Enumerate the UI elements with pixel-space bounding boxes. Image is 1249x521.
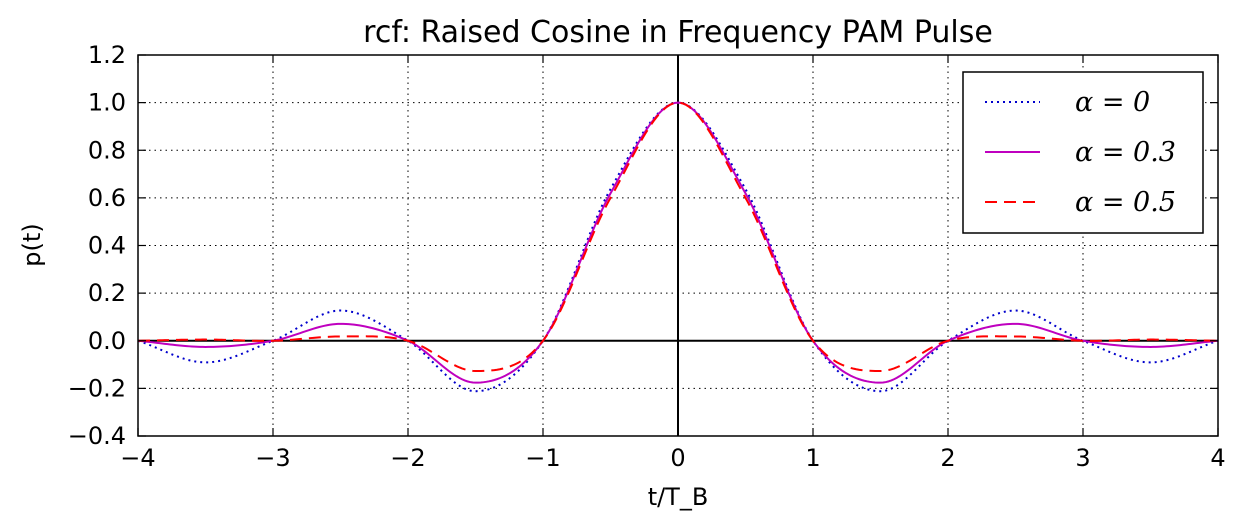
x-tick-label: 2 <box>940 444 955 472</box>
ticks <box>137 54 1219 437</box>
legend-label-1: α = 0.3 <box>1075 137 1176 168</box>
x-tick-label: −1 <box>525 444 560 472</box>
x-tick-label: 0 <box>670 444 685 472</box>
y-tick-label: 0.0 <box>88 327 126 355</box>
series-line-1 <box>137 101 1219 384</box>
y-tick-label: 1.0 <box>88 89 126 117</box>
y-tick-label: −0.4 <box>68 422 126 450</box>
y-axis-label: p(t) <box>18 223 46 266</box>
x-tick-label: 4 <box>1210 444 1225 472</box>
chart-title: rcf: Raised Cosine in Frequency PAM Puls… <box>363 15 993 50</box>
x-tick-label: −2 <box>390 444 425 472</box>
x-tick-label: −3 <box>255 444 290 472</box>
x-tick-label: 3 <box>1075 444 1090 472</box>
y-tick-label: 1.2 <box>88 41 126 69</box>
y-tick-label: 0.6 <box>88 184 126 212</box>
legend-label-2: α = 0.5 <box>1075 187 1176 218</box>
x-axis-label: t/T_B <box>648 483 709 511</box>
y-tick-label: 0.2 <box>88 279 126 307</box>
x-tick-label: −4 <box>120 444 155 472</box>
series-line-2 <box>137 101 1219 372</box>
series-layer <box>137 101 1219 393</box>
x-tick-label: 1 <box>805 444 820 472</box>
tick-labels: −4 −3 −2 −1 0 1 2 3 4 −0.4 −0.2 0.0 0.2 0.4 0.6 0.8 1.0 1… <box>68 41 1226 472</box>
legend: α = 0 α = 0.3 α = 0.5 <box>962 71 1204 234</box>
legend-label-0: α = 0 <box>1075 87 1150 118</box>
zero-lines <box>138 55 1218 436</box>
y-tick-label: 0.4 <box>88 232 126 260</box>
y-tick-label: −0.2 <box>68 374 126 402</box>
y-tick-label: 0.8 <box>88 136 126 164</box>
